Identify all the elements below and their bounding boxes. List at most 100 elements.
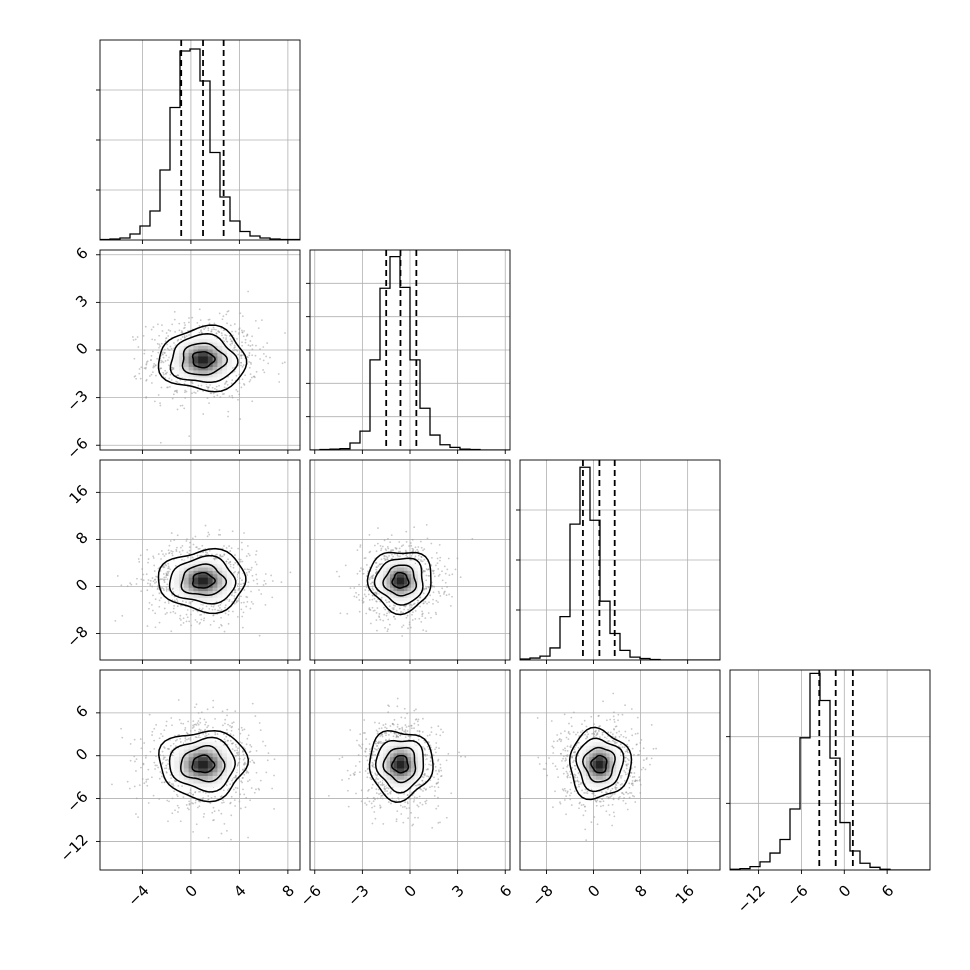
scatter-point	[198, 805, 201, 808]
scatter-point	[375, 745, 378, 747]
density-cell	[174, 345, 180, 350]
scatter-point	[179, 737, 182, 740]
density-cell	[203, 597, 209, 602]
scatter-point	[174, 745, 177, 748]
density-cell	[193, 600, 199, 605]
scatter-point	[250, 566, 253, 569]
density-cell	[217, 587, 223, 592]
scatter-point	[238, 761, 241, 764]
histogram-step-line	[310, 255, 510, 450]
scatter-point	[160, 732, 162, 735]
density-cell	[183, 771, 190, 776]
scatter-point	[433, 776, 435, 779]
scatter-point	[379, 804, 381, 807]
scatter-point	[425, 630, 428, 633]
density-cell	[183, 783, 190, 788]
scatter-point	[459, 576, 462, 579]
scatter-point	[356, 739, 358, 742]
scatter-point	[225, 313, 228, 316]
scatter-point	[158, 737, 161, 740]
scatter-point	[195, 546, 198, 549]
density-cell	[217, 779, 223, 784]
scatter-point	[438, 573, 441, 576]
scatter-point	[154, 364, 157, 367]
density-cell	[193, 345, 199, 350]
scatter-point	[150, 373, 153, 376]
density-cell	[174, 573, 180, 578]
density-cell	[393, 597, 398, 602]
scatter-point	[222, 799, 224, 802]
density-cell	[386, 577, 391, 581]
scatter-point	[204, 791, 207, 794]
scatter-point	[242, 382, 245, 385]
scatter-point	[224, 612, 227, 615]
scatter-point	[400, 545, 403, 548]
scatter-point	[231, 330, 233, 333]
scatter-point	[203, 617, 206, 620]
scatter-point	[373, 721, 376, 724]
density-cell	[222, 749, 228, 754]
scatter-point	[379, 735, 382, 737]
density-cell	[217, 363, 223, 367]
scatter-point	[154, 612, 157, 615]
density-cell	[414, 587, 419, 592]
scatter-point	[238, 558, 241, 561]
scatter-point	[185, 540, 188, 542]
density-cell	[188, 570, 194, 575]
scatter-point	[430, 764, 432, 766]
scatter-point	[377, 565, 380, 567]
scatter-point	[143, 742, 146, 744]
scatter-point	[230, 814, 233, 817]
scatter-point	[240, 595, 242, 598]
density-cell	[183, 366, 190, 371]
scatter-point	[387, 711, 390, 714]
density-cell	[193, 577, 199, 581]
scatter-point	[396, 723, 399, 726]
density-cell	[217, 741, 223, 746]
scatter-point	[138, 368, 141, 370]
scatter-point	[194, 723, 197, 726]
density-cell	[203, 583, 209, 588]
scatter-point	[388, 554, 390, 557]
histogram-step-line	[520, 466, 720, 660]
scatter-point	[244, 341, 247, 344]
density-cell	[188, 771, 194, 776]
scatter-point	[168, 551, 171, 554]
scatter-point	[240, 608, 243, 611]
density-cell	[174, 352, 180, 357]
scatter-point	[395, 609, 398, 612]
scatter-point	[227, 739, 229, 742]
density-cell	[379, 577, 384, 581]
density-cell	[169, 577, 175, 581]
scatter-point	[186, 738, 188, 741]
scatter-point	[198, 325, 201, 327]
scatter-point	[248, 779, 251, 781]
density-cell	[414, 567, 419, 571]
scatter-point	[226, 383, 229, 386]
scatter-point	[358, 599, 361, 601]
scatter-point	[147, 778, 149, 781]
scatter-point	[214, 717, 216, 720]
scatter-point	[188, 800, 191, 803]
scatter-point	[432, 570, 435, 573]
density-cell	[227, 771, 233, 776]
density-cell	[386, 587, 391, 592]
scatter-point	[432, 598, 434, 601]
scatter-point	[158, 343, 161, 346]
scatter-point	[256, 582, 259, 585]
density-cell	[203, 557, 209, 561]
scatter-point	[233, 344, 236, 347]
scatter-point	[433, 575, 436, 578]
panel-1-0	[96, 249, 301, 454]
density-cell	[207, 349, 214, 353]
scatter-point	[157, 766, 160, 769]
density-cell	[390, 583, 394, 588]
scatter-point	[362, 601, 364, 604]
density-cell	[212, 594, 218, 598]
scatter-point	[229, 563, 232, 566]
scatter-point	[267, 362, 270, 365]
scatter-point	[159, 404, 162, 407]
scatter-point	[363, 719, 366, 721]
scatter-point	[240, 541, 243, 544]
scatter-point	[255, 771, 258, 774]
